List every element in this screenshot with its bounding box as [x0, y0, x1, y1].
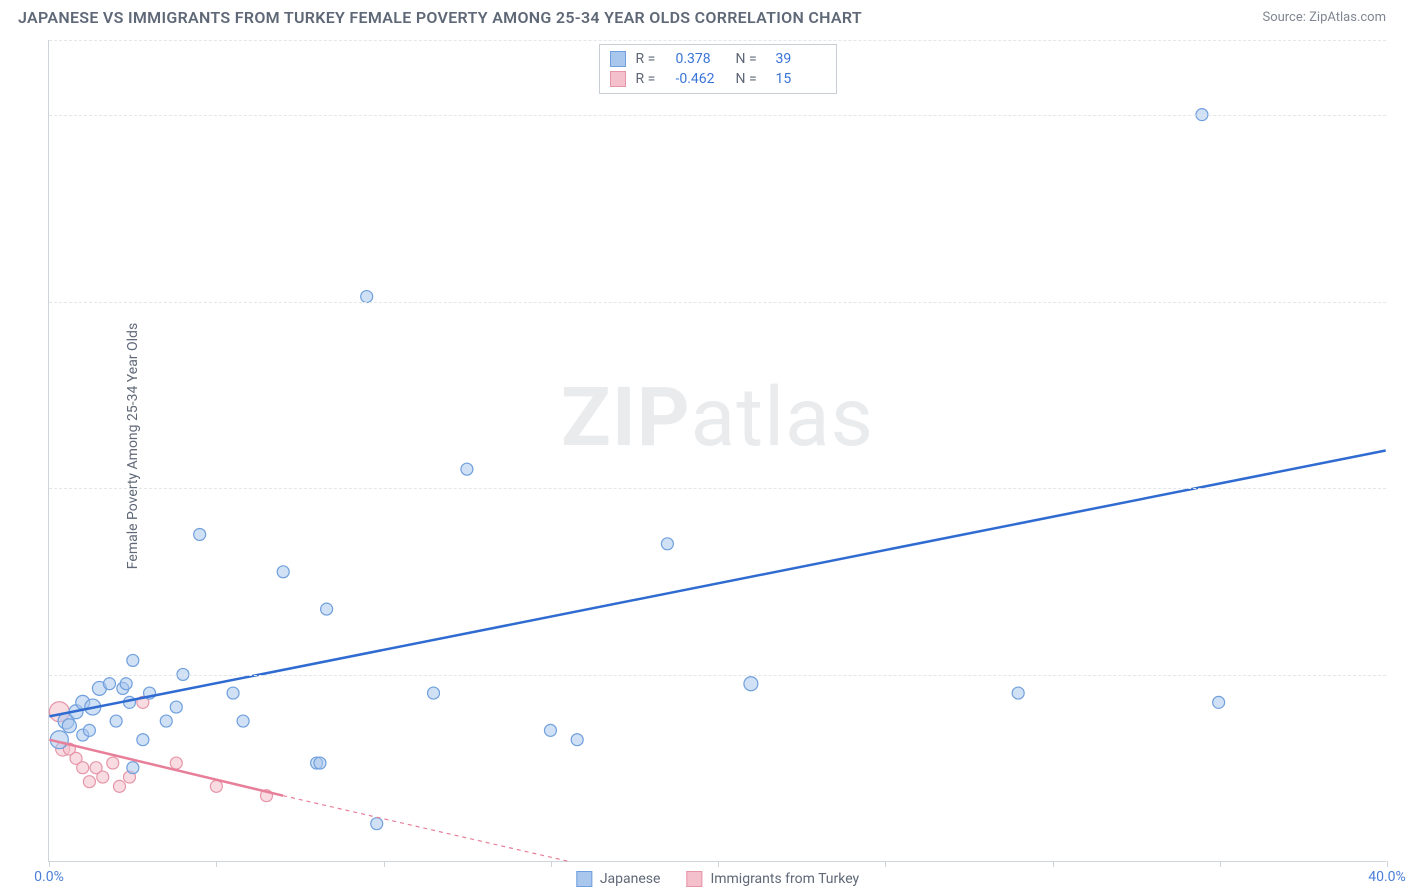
- stat-r-label: R =: [636, 71, 666, 87]
- gridline: [49, 488, 1386, 489]
- data-point: [83, 776, 95, 788]
- stats-row: R = -0.462 N = 15: [610, 69, 826, 89]
- y-tick-label: 20.0%: [1391, 667, 1406, 683]
- series-legend: Japanese Immigrants from Turkey: [576, 871, 859, 887]
- data-point: [137, 734, 149, 746]
- data-point: [428, 687, 440, 699]
- x-tick: [1053, 861, 1054, 867]
- x-tick: [1387, 861, 1388, 867]
- stats-row: R = 0.378 N = 39: [610, 49, 826, 69]
- y-tick-label: 40.0%: [1391, 480, 1406, 496]
- data-point: [107, 757, 119, 769]
- scatter-plot: [49, 40, 1386, 861]
- legend-swatch: [576, 871, 592, 887]
- data-point: [1012, 687, 1024, 699]
- data-point: [83, 724, 95, 736]
- data-point: [170, 701, 182, 713]
- data-point: [744, 677, 758, 691]
- x-tick: [551, 861, 552, 867]
- source-attribution: Source: ZipAtlas.com: [1262, 10, 1386, 25]
- legend-swatch: [610, 71, 626, 87]
- data-point: [277, 566, 289, 578]
- legend-item: Immigrants from Turkey: [686, 871, 859, 887]
- y-tick-label: 80.0%: [1391, 107, 1406, 123]
- gridline: [49, 40, 1386, 41]
- trend-line: [283, 796, 567, 861]
- stat-n-label: N =: [736, 51, 766, 67]
- x-tick-label: 0.0%: [34, 869, 64, 885]
- data-point: [1213, 696, 1225, 708]
- x-tick: [1220, 861, 1221, 867]
- stat-n-value: 15: [776, 71, 826, 87]
- x-tick: [885, 861, 886, 867]
- data-point: [97, 771, 109, 783]
- data-point: [160, 715, 172, 727]
- x-tick-label: 40.0%: [1368, 869, 1406, 885]
- trend-line: [49, 451, 1385, 717]
- gridline: [49, 675, 1386, 676]
- x-tick: [49, 861, 50, 867]
- data-point: [127, 654, 139, 666]
- x-tick: [718, 861, 719, 867]
- data-point: [544, 724, 556, 736]
- data-point: [461, 463, 473, 475]
- stat-r-label: R =: [636, 51, 666, 67]
- data-point: [127, 762, 139, 774]
- data-point: [571, 734, 583, 746]
- stat-r-value: 0.378: [676, 51, 726, 67]
- plot-area: ZIPatlas R =0.378N =39R =-0.462N =15 Jap…: [48, 40, 1386, 862]
- legend-swatch: [686, 871, 702, 887]
- stat-r-value: -0.462: [676, 71, 726, 87]
- data-point: [371, 818, 383, 830]
- data-point: [314, 757, 326, 769]
- data-point: [103, 678, 115, 690]
- data-point: [120, 678, 132, 690]
- chart-title: JAPANESE VS IMMIGRANTS FROM TURKEY FEMAL…: [18, 8, 862, 27]
- legend-swatch: [610, 51, 626, 67]
- data-point: [321, 603, 333, 615]
- gridline: [49, 115, 1386, 116]
- data-point: [194, 528, 206, 540]
- data-point: [110, 715, 122, 727]
- legend-item: Japanese: [576, 871, 661, 887]
- stat-n-label: N =: [736, 71, 766, 87]
- legend-label: Japanese: [600, 871, 661, 887]
- correlation-stats-box: R = 0.378 N = 39 R = -0.462 N = 15: [599, 44, 837, 94]
- stat-n-value: 39: [776, 51, 826, 67]
- data-point: [227, 687, 239, 699]
- data-point: [661, 538, 673, 550]
- data-point: [170, 757, 182, 769]
- legend-label: Immigrants from Turkey: [710, 871, 859, 887]
- x-tick: [384, 861, 385, 867]
- data-point: [210, 780, 222, 792]
- data-point: [77, 762, 89, 774]
- data-point: [62, 719, 76, 733]
- x-tick: [216, 861, 217, 867]
- data-point: [113, 780, 125, 792]
- gridline: [49, 302, 1386, 303]
- data-point: [237, 715, 249, 727]
- y-tick-label: 60.0%: [1391, 294, 1406, 310]
